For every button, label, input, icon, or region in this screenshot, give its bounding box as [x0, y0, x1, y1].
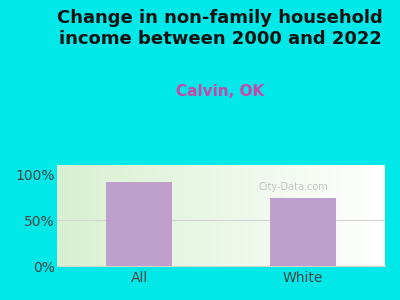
Bar [270, 198, 336, 266]
Text: Change in non-family household
income between 2000 and 2022: Change in non-family household income be… [57, 9, 383, 48]
Bar [106, 182, 172, 266]
Text: Calvin, OK: Calvin, OK [176, 84, 264, 99]
Text: City-Data.com: City-Data.com [258, 182, 328, 192]
